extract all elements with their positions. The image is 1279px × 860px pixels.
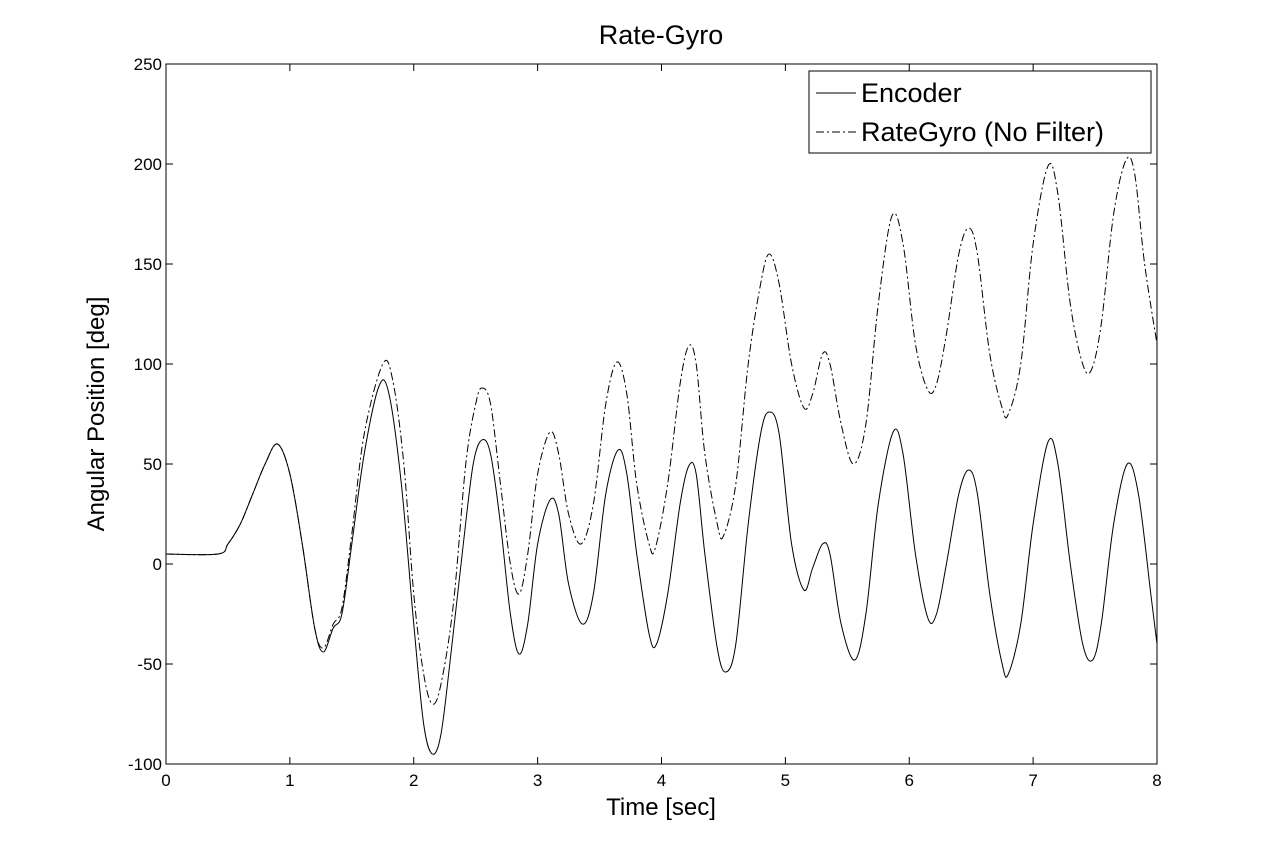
legend-box — [808, 70, 1152, 154]
axis-tick-labels: 0 1 2 3 4 5 6 7 8 -100 -50 0 50 100 150 200 250 — [128, 55, 1162, 790]
x-tick-label: 0 — [161, 771, 170, 790]
x-tick-label: 4 — [657, 771, 666, 790]
y-tick-label: 200 — [134, 155, 162, 174]
axis-ticks — [165, 63, 1158, 765]
x-tick-label: 1 — [285, 771, 294, 790]
y-tick-label: 0 — [153, 555, 162, 574]
x-axis-title: Time [sec] — [606, 794, 716, 821]
y-tick-label: 50 — [143, 455, 162, 474]
x-tick-label: 8 — [1152, 771, 1161, 790]
y-tick-label: -50 — [137, 655, 162, 674]
chart-title: Rate-Gyro — [599, 20, 724, 50]
plot-area — [165, 63, 1158, 765]
x-tick-label: 2 — [409, 771, 418, 790]
legend: Encoder RateGyro (No Filter) — [808, 70, 1152, 154]
x-tick-label: 6 — [905, 771, 914, 790]
x-tick-label: 3 — [533, 771, 542, 790]
legend-label-rategyro: RateGyro (No Filter) — [861, 117, 1104, 147]
y-tick-label: 150 — [134, 255, 162, 274]
series-line-rategyro — [166, 156, 1157, 705]
series-line-encoder — [166, 379, 1157, 755]
y-axis-title: Angular Position [deg] — [83, 297, 110, 532]
series-layer — [166, 156, 1157, 755]
x-tick-label: 5 — [781, 771, 790, 790]
y-tick-label: 100 — [134, 355, 162, 374]
legend-label-encoder: Encoder — [861, 78, 962, 108]
x-tick-label: 7 — [1028, 771, 1037, 790]
y-tick-label: -100 — [128, 755, 162, 774]
y-tick-label: 250 — [134, 55, 162, 74]
